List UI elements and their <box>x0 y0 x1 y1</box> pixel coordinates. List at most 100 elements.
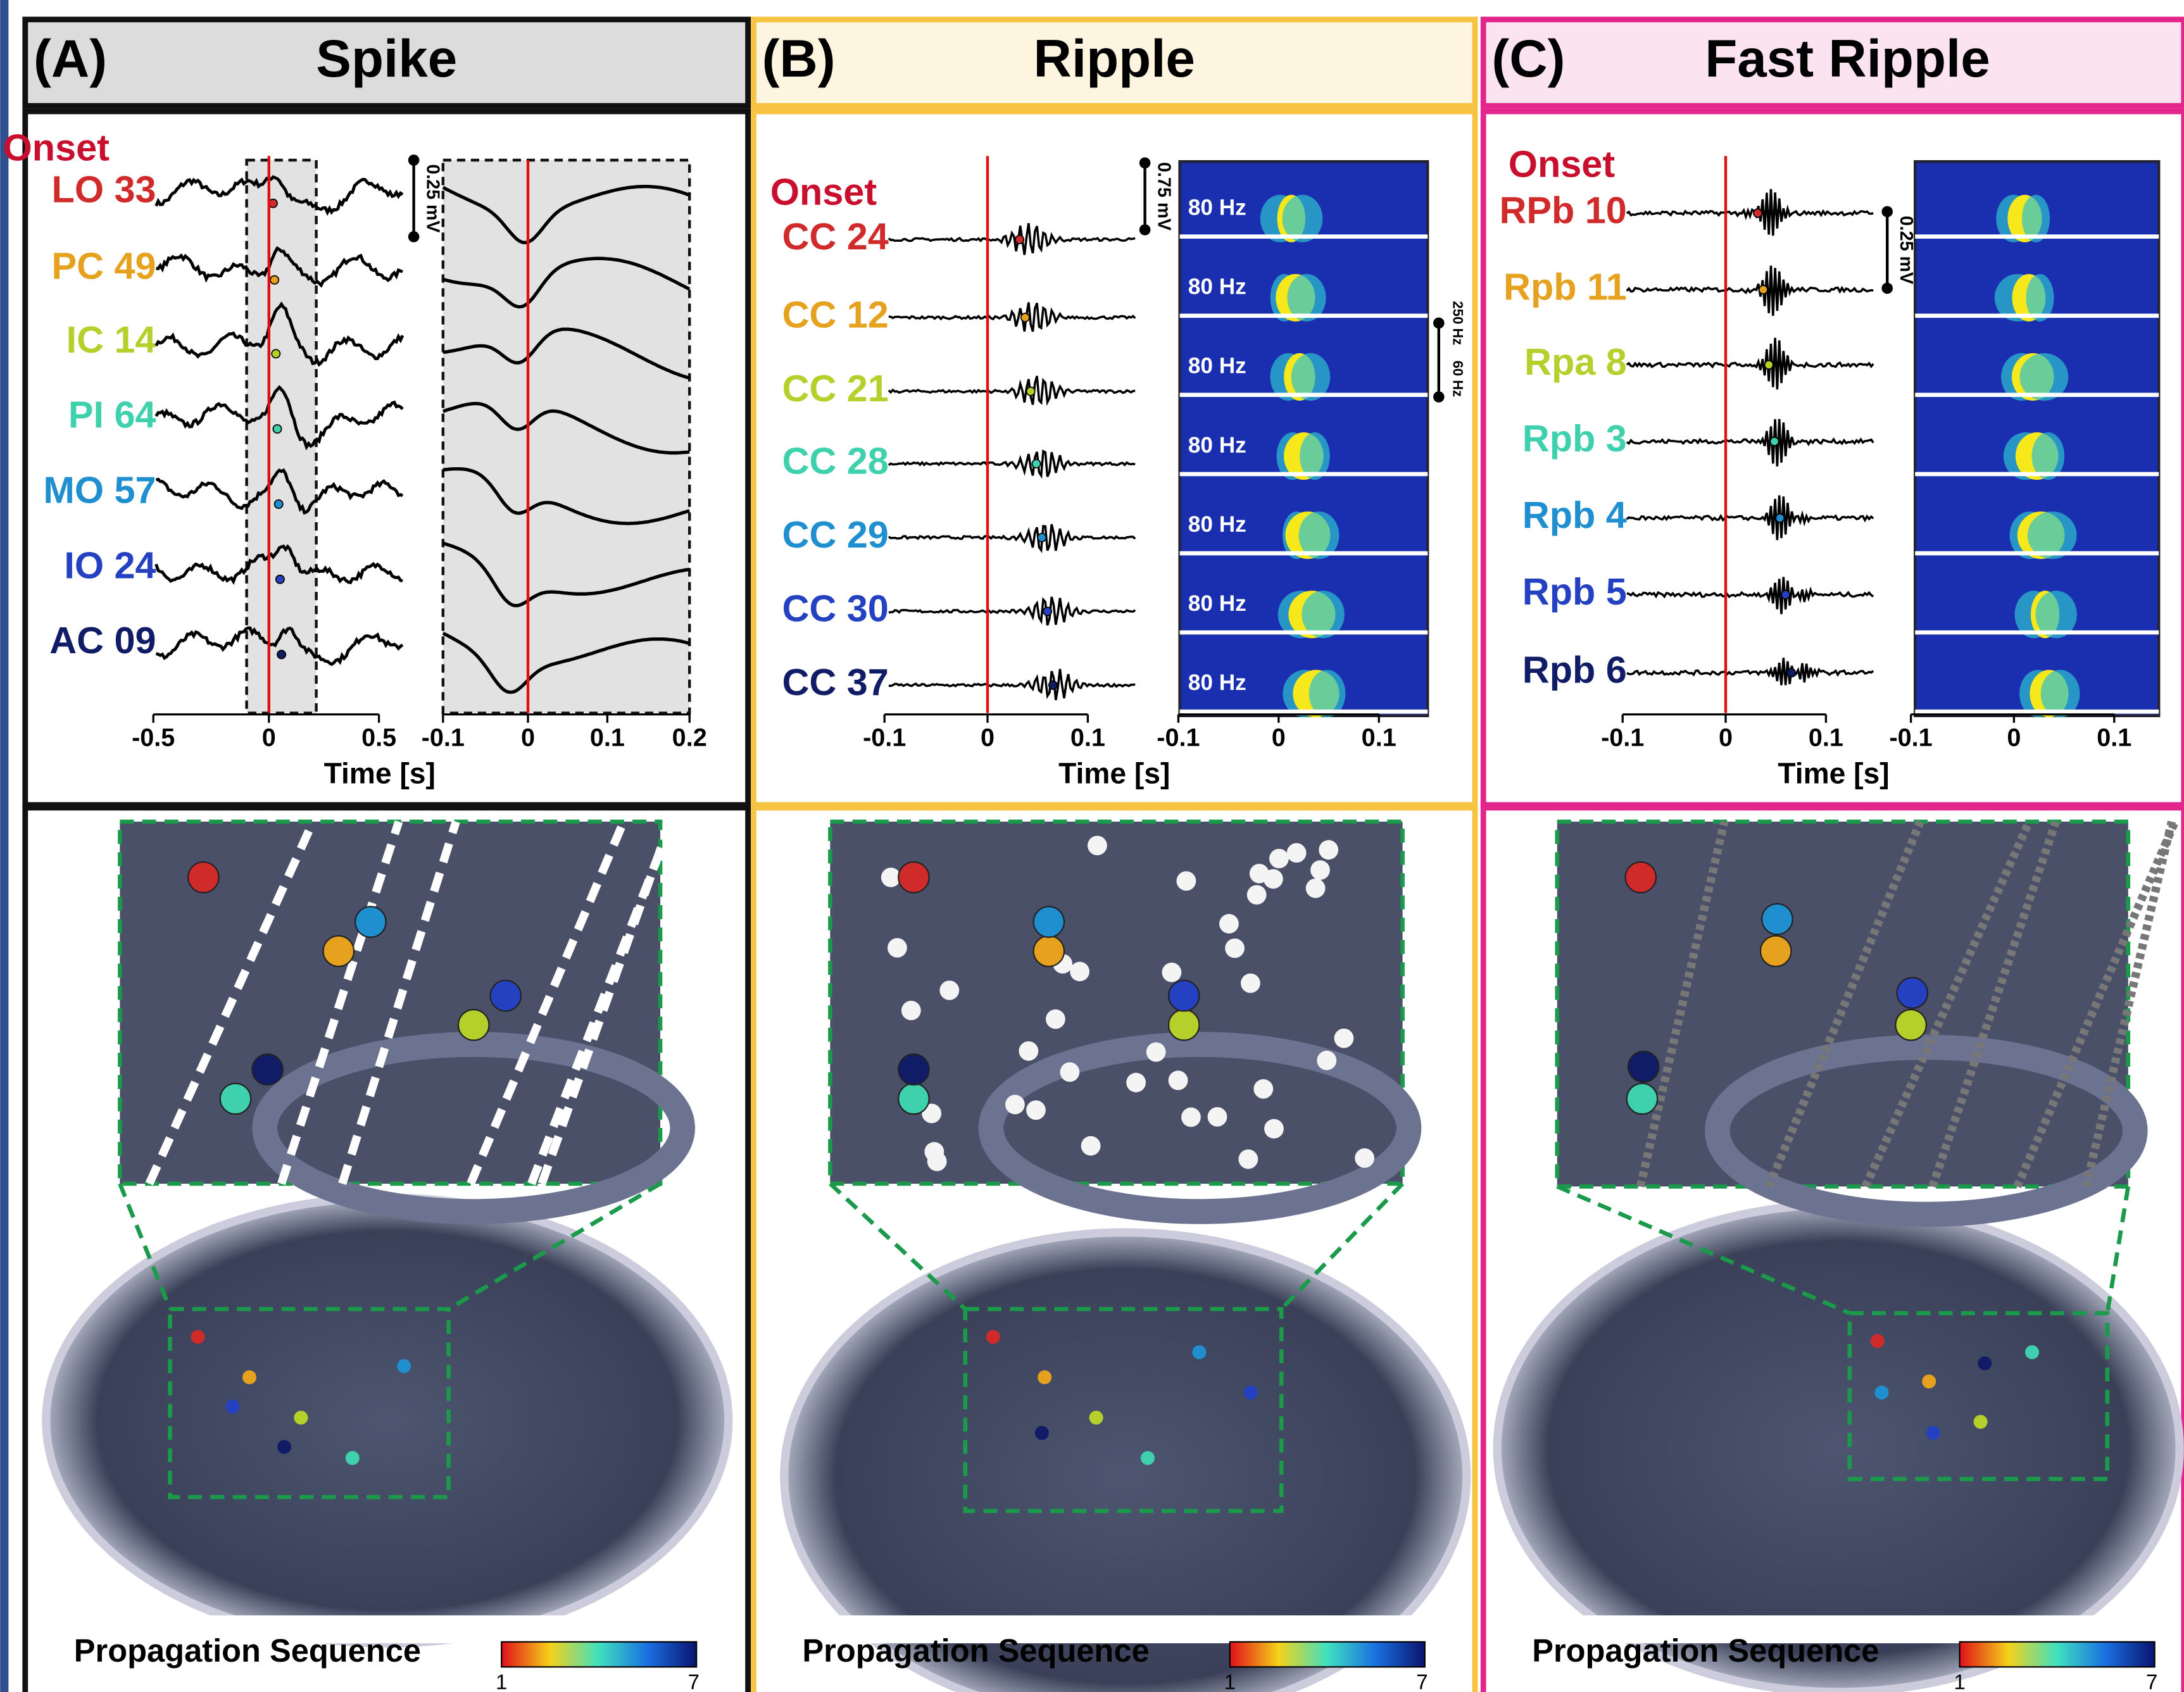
electrode-contact <box>188 862 218 893</box>
tick-label: 0.1 <box>590 724 625 752</box>
contact <box>1060 1062 1079 1082</box>
channel-label: CC 21 <box>782 367 888 410</box>
scale-end <box>1881 283 1893 294</box>
panel-label: (A) <box>34 28 107 88</box>
electrode-contact <box>1974 1415 1988 1429</box>
contact <box>901 1001 921 1020</box>
contact <box>1070 962 1089 981</box>
contact <box>1146 1043 1166 1062</box>
channel-label: LO 33 <box>52 168 156 210</box>
freq-label: 80 Hz <box>1188 354 1246 379</box>
contact <box>1247 885 1267 905</box>
channel-label: Rpb 5 <box>1522 570 1627 613</box>
page: {"panels":[ {"label":"(A)","title":"Spik… <box>0 0 2184 1692</box>
freq-label: 80 Hz <box>1188 591 1246 616</box>
contact <box>1208 1107 1227 1127</box>
marker <box>1038 534 1046 542</box>
electrode-contact <box>1895 1010 1926 1040</box>
electrode-contact <box>1922 1374 1936 1388</box>
freq-label: 80 Hz <box>1188 275 1246 299</box>
panel-title: Spike <box>316 28 457 88</box>
tick-label: -0.1 <box>863 724 906 752</box>
marker <box>1781 591 1790 599</box>
contact <box>924 1142 944 1162</box>
marker <box>272 349 280 358</box>
electrode-contact <box>1978 1357 1992 1370</box>
panel-title: Fast Ripple <box>1705 28 1990 88</box>
channel-label: IC 14 <box>66 318 156 361</box>
tick-label: 0.5 <box>361 724 396 752</box>
tick-label: -0.1 <box>1601 724 1644 752</box>
electrode-contact <box>1874 1386 1888 1400</box>
channel-label: MO 57 <box>43 468 156 511</box>
window <box>443 160 689 713</box>
channel-label: CC 30 <box>782 587 888 629</box>
channel-label: Rpb 4 <box>1522 494 1627 536</box>
electrode-contact <box>277 1440 291 1454</box>
tick-label: 0.1 <box>1362 724 1396 752</box>
scale-end <box>1433 318 1445 329</box>
electrode-contact <box>1244 1386 1258 1400</box>
contact <box>1162 963 1181 982</box>
contact <box>1241 974 1260 993</box>
tick-label: 0 <box>981 724 995 752</box>
legend-title: Propagation Sequence <box>1532 1632 1879 1669</box>
contact <box>1225 939 1245 958</box>
tick-label: -0.5 <box>132 724 175 752</box>
electrode-contact <box>1762 904 1792 934</box>
channel-label: Rpa 8 <box>1524 341 1627 383</box>
contact <box>1264 1119 1284 1139</box>
electrode-contact <box>1627 1084 1657 1114</box>
contact <box>1238 1150 1258 1169</box>
electrode-contact <box>1192 1345 1206 1359</box>
contact <box>881 868 901 887</box>
freq-label: 80 Hz <box>1188 433 1246 458</box>
electrode-contact <box>226 1400 240 1413</box>
electrode-contact <box>252 1054 282 1084</box>
tick-label: 0.1 <box>1809 724 1843 752</box>
contact <box>1287 843 1307 863</box>
channel-label: PC 49 <box>52 244 156 287</box>
colorbar-min: 1 <box>1954 1670 1965 1692</box>
legend-title: Propagation Sequence <box>802 1632 1149 1669</box>
x-axis-label: Time [s] <box>1778 757 1889 790</box>
window <box>247 160 317 713</box>
contact <box>939 981 959 1000</box>
electrode-contact <box>1141 1451 1155 1465</box>
contact <box>1253 1079 1273 1099</box>
scale-end <box>408 154 420 166</box>
contact <box>1310 860 1330 880</box>
electrode-contact <box>1034 906 1064 937</box>
contact <box>1250 864 1269 884</box>
freq-label: 80 Hz <box>1188 670 1246 695</box>
electrode-contact <box>1626 862 1656 893</box>
scale-end <box>408 231 420 242</box>
panel-title: Ripple <box>1033 28 1195 88</box>
electrode-contact <box>898 862 929 893</box>
contact <box>1005 1095 1025 1115</box>
freq-label: 80 Hz <box>1188 512 1246 537</box>
channel-label: CC 29 <box>782 513 888 556</box>
electrode-contact <box>1169 1010 1199 1040</box>
electrode-contact <box>1038 1370 1051 1384</box>
x-axis-label: Time [s] <box>324 757 436 790</box>
marker <box>1043 607 1051 615</box>
electrode-contact <box>397 1359 411 1373</box>
x-axis-label: Time [s] <box>1058 757 1170 790</box>
scale-label: 0.25 mV <box>1896 216 1916 284</box>
marker <box>1049 681 1057 689</box>
electrode-contact <box>1169 981 1199 1011</box>
panel-label: (C) <box>1491 28 1565 88</box>
marker <box>1027 387 1035 396</box>
electrode-contact <box>355 906 386 937</box>
electrode-contact <box>323 936 354 966</box>
tick-label: 0 <box>1272 724 1286 752</box>
scale-end <box>1139 224 1151 235</box>
channel-label: AC 09 <box>49 619 156 661</box>
channel-label: IO 24 <box>64 544 156 586</box>
electrode-contact <box>898 1084 929 1114</box>
onset-label: Onset <box>3 126 110 168</box>
channel-label: CC 37 <box>782 661 888 703</box>
onset-label: Onset <box>1509 143 1616 185</box>
contact <box>1126 1073 1146 1093</box>
